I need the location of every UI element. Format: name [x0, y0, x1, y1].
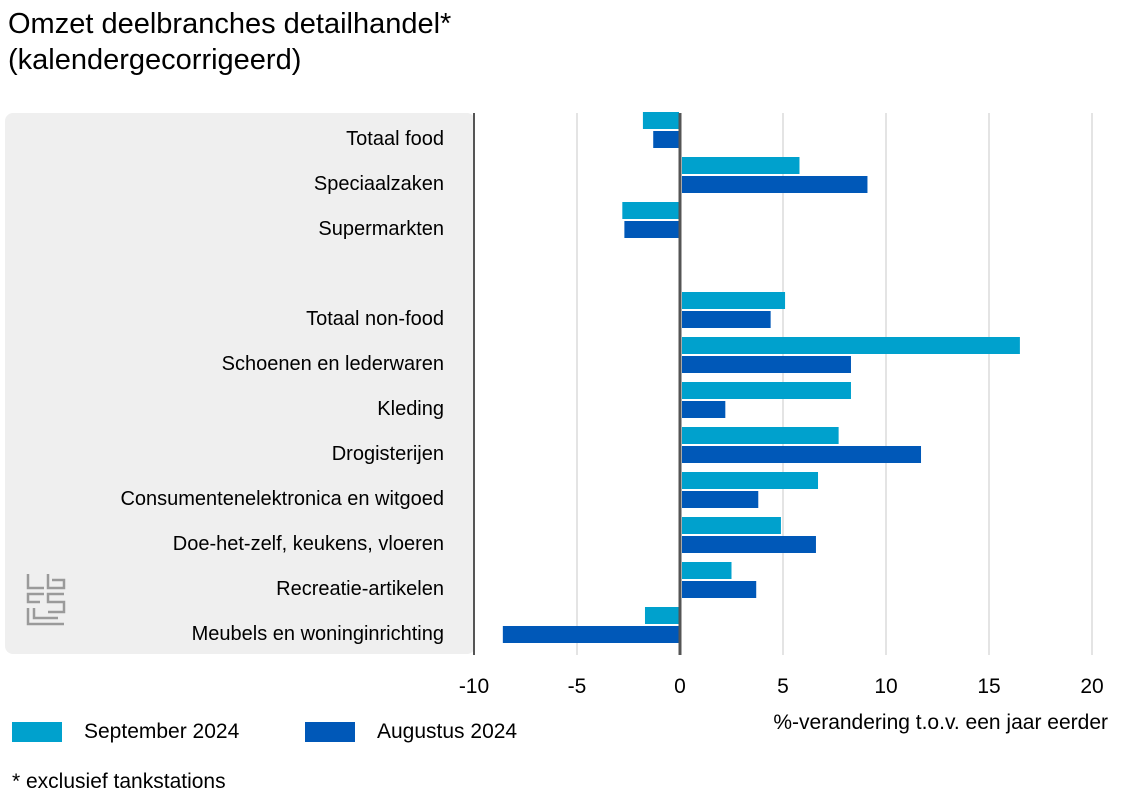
category-label: Totaal food — [346, 128, 444, 150]
legend-label-september: September 2024 — [84, 720, 240, 743]
x-tick-label: 0 — [674, 675, 686, 698]
x-axis-label: %-verandering t.o.v. een jaar eerder — [773, 711, 1108, 734]
legend-label-augustus: Augustus 2024 — [377, 720, 518, 743]
category-label: Speciaalzaken — [314, 173, 444, 195]
bars — [502, 112, 1020, 655]
category-label: Recreatie-artikelen — [276, 578, 444, 600]
bar-september — [682, 517, 781, 534]
bar-september — [642, 112, 679, 129]
bar-augustus — [682, 491, 759, 508]
bar-augustus — [682, 356, 851, 373]
bar-augustus — [502, 626, 679, 643]
bar-september — [622, 202, 679, 219]
bar-chart: Totaal food Speciaalzaken Supermarkten Tota… — [120, 112, 1104, 698]
chart-title: Omzet deelbranches detailhandel* (kalend… — [8, 6, 451, 78]
bar-september — [682, 562, 732, 579]
bar-september — [644, 607, 679, 624]
bar-augustus — [682, 446, 922, 463]
bar-augustus — [624, 221, 679, 238]
x-tick-label: -10 — [459, 675, 489, 698]
x-tick-labels: -10 -5 0 5 10 15 20 — [459, 675, 1104, 698]
bar-september — [682, 472, 819, 489]
cbs-logo-icon — [26, 574, 66, 626]
category-label: Drogisterijen — [332, 443, 444, 465]
category-label: Consumentenelektronica en witgoed — [120, 488, 444, 510]
bar-september — [682, 427, 839, 444]
bar-augustus — [682, 536, 816, 553]
x-tick-label: 5 — [777, 675, 789, 698]
bar-september — [682, 382, 851, 399]
title-line-2: (kalendergecorrigeerd) — [8, 44, 302, 76]
bar-augustus — [682, 311, 771, 328]
title-line-1: Omzet deelbranches detailhandel* — [8, 8, 452, 40]
category-label: Doe-het-zelf, keukens, vloeren — [173, 533, 444, 555]
x-tick-label: 15 — [977, 675, 1000, 698]
legend-swatch-augustus — [305, 722, 355, 742]
legend-item-augustus: Augustus 2024 — [305, 717, 517, 747]
footnote: * exclusief tankstations — [12, 770, 226, 793]
category-label: Supermarkten — [318, 218, 444, 240]
category-label: Meubels en woninginrichting — [192, 623, 444, 645]
bar-september — [682, 292, 786, 309]
category-label-panel — [5, 113, 475, 654]
bar-augustus — [682, 176, 868, 193]
bar-september — [682, 337, 1020, 354]
x-tick-label: 10 — [874, 675, 897, 698]
x-tick-label: 20 — [1080, 675, 1103, 698]
category-label: Schoenen en lederwaren — [222, 353, 444, 375]
legend-swatch-september — [12, 722, 62, 742]
legend-item-september: September 2024 — [12, 717, 239, 747]
bar-augustus — [653, 131, 679, 148]
x-tick-label: -5 — [568, 675, 587, 698]
bar-augustus — [682, 401, 726, 418]
category-label: Totaal non-food — [306, 308, 444, 330]
category-labels: Totaal food Speciaalzaken Supermarkten Tota… — [120, 128, 444, 645]
category-label: Kleding — [377, 398, 444, 420]
bar-augustus — [682, 581, 757, 598]
bar-september — [682, 157, 800, 174]
